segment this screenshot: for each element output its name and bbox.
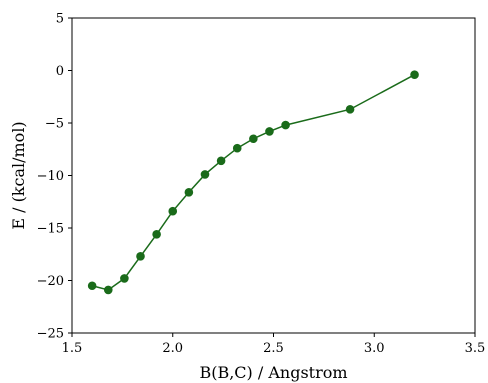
- plot-area: [72, 18, 475, 333]
- data-point: [120, 274, 129, 283]
- x-axis-ticks: 1.5 2.0 2.5 3.0 3.5: [62, 333, 486, 356]
- data-point: [265, 127, 274, 136]
- x-axis-label: B(B,C) / Angstrom: [199, 363, 347, 382]
- y-axis-ticks: −25 −20 −15 −10 −5 0 5: [37, 12, 72, 342]
- data-point: [87, 281, 97, 291]
- x-tick-label: 2.0: [162, 341, 183, 356]
- y-tick-label: 0: [56, 64, 64, 79]
- data-point: [410, 70, 419, 79]
- data-point: [249, 134, 258, 144]
- y-tick-label: 5: [56, 12, 64, 27]
- y-tick-label: −5: [45, 117, 64, 132]
- y-tick-label: −15: [37, 222, 64, 237]
- data-point: [168, 206, 178, 216]
- y-axis-label: E / (kcal/mol): [9, 121, 28, 229]
- data-point: [281, 120, 290, 130]
- data-point: [103, 285, 113, 295]
- data-point: [345, 105, 355, 114]
- x-tick-label: 3.0: [364, 341, 385, 356]
- x-tick-label: 1.5: [62, 341, 83, 356]
- data-point: [152, 230, 161, 239]
- x-tick-label: 3.5: [465, 341, 486, 356]
- data-point: [216, 156, 226, 166]
- y-tick-label: −20: [37, 274, 64, 289]
- data-point: [232, 143, 242, 153]
- x-tick-label: 2.5: [263, 341, 284, 356]
- series-layer: [87, 70, 419, 295]
- data-point: [184, 188, 194, 197]
- data-point: [200, 170, 210, 179]
- data-point: [136, 252, 145, 261]
- y-tick-label: −25: [37, 327, 64, 342]
- y-tick-label: −10: [37, 169, 64, 184]
